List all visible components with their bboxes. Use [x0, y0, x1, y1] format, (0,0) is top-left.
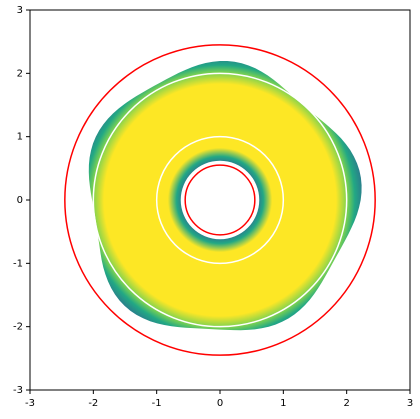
x-tick-label: -3 — [25, 398, 35, 409]
x-tick-label: -1 — [152, 398, 162, 409]
y-tick-label: 0 — [17, 195, 23, 206]
x-tick-label: 3 — [407, 398, 413, 409]
y-tick-label: 3 — [17, 5, 23, 16]
circle — [64, 44, 376, 356]
circle — [184, 164, 256, 236]
y-tick-label: -1 — [13, 258, 23, 269]
y-tick-label: -3 — [13, 385, 23, 396]
x-tick-label: -2 — [88, 398, 98, 409]
circle — [155, 135, 285, 265]
y-tick-label: 1 — [17, 132, 23, 143]
circle — [92, 72, 348, 328]
x-tick-label: 0 — [217, 398, 223, 409]
x-tick-label: 2 — [343, 398, 349, 409]
y-tick-label: 2 — [17, 68, 23, 79]
y-tick-label: -2 — [13, 322, 23, 333]
density-fill — [88, 61, 362, 331]
density-ring — [88, 61, 362, 331]
x-tick-label: 1 — [280, 398, 286, 409]
